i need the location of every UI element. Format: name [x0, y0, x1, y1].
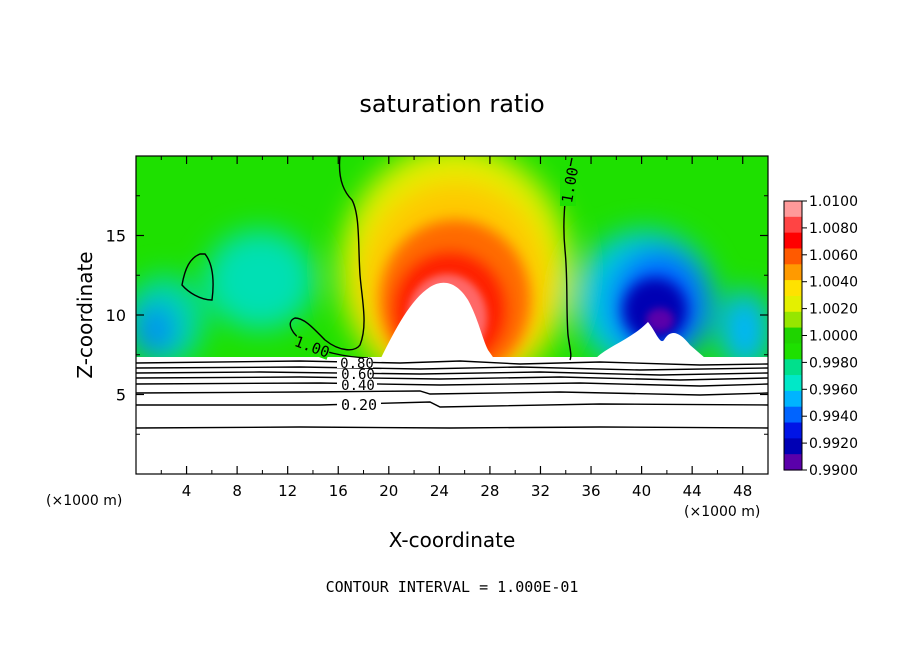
contour-labels: 1.00 1.00 0.80 0.60 0.40 0.20 — [292, 166, 582, 414]
x-tick-label: 20 — [379, 482, 398, 500]
colorbar-segment — [784, 422, 802, 439]
colorbar: 1.0100 1.0080 1.0060 1.0040 1.0020 1.0000 0.99… — [783, 194, 858, 479]
white-dome — [380, 282, 495, 360]
contour-0-30 — [136, 390, 768, 396]
colorbar-tick-label: 0.9960 — [809, 382, 858, 398]
contour-label: 0.80 — [340, 356, 374, 372]
white-right-patch — [596, 322, 705, 358]
colorbar-tick-label: 1.0020 — [809, 302, 858, 318]
colorbar-tick-label: 1.0060 — [809, 248, 858, 264]
x-tick-label: 16 — [329, 482, 348, 500]
x-tick-label: 36 — [581, 482, 600, 500]
contour-1-00-closed — [181, 253, 214, 301]
colorbar-segment — [784, 343, 802, 360]
contour-label: 0.40 — [341, 378, 375, 394]
y-axis-label: Z-coordinate — [73, 251, 97, 378]
colorbar-segment — [784, 248, 802, 265]
x-tick-label: 8 — [232, 482, 242, 500]
colorbar-segment — [784, 406, 802, 424]
x-axis-label: X-coordinate — [389, 528, 516, 552]
colorbar-segment — [784, 375, 802, 392]
contour-0-20 — [136, 401, 768, 408]
contour-label: 1.00 — [558, 166, 582, 205]
x-tick-label: 24 — [430, 482, 449, 500]
colorbar-tick-label: 1.0040 — [809, 275, 858, 291]
x-axis: 4 8 12 16 20 24 28 32 36 40 44 48 — [160, 156, 752, 500]
colorbar-tick-label: 1.0100 — [809, 194, 858, 210]
x-unit-right: (×1000 m) — [684, 504, 760, 520]
contour-0-80 — [136, 360, 768, 366]
colorbar-tick-label: 0.9980 — [809, 355, 858, 371]
colorbar-tick-label: 0.9920 — [809, 436, 858, 452]
colorbar-segment — [784, 201, 802, 218]
colorbar-segment — [784, 359, 802, 376]
x-tick-label: 4 — [182, 482, 192, 500]
x-tick-label: 40 — [632, 482, 651, 500]
colorbar-segment — [784, 327, 802, 345]
contour-label: 0.20 — [341, 396, 377, 414]
y-tick-label: 5 — [116, 386, 126, 405]
colorbar-segment — [784, 311, 802, 329]
x-tick-label: 12 — [278, 482, 297, 500]
colorbar-tick-label: 0.9900 — [809, 463, 858, 479]
colorbar-segment — [784, 232, 802, 250]
x-unit-left: (×1000 m) — [46, 493, 122, 509]
y-tick-label: 10 — [106, 306, 126, 325]
colorbar-segment — [784, 390, 802, 408]
colorbar-segment — [784, 295, 802, 313]
colorbar-tick-label: 1.0000 — [809, 329, 858, 345]
colorbar-segment — [784, 454, 802, 471]
contour-0-10 — [136, 426, 768, 429]
contour-0-60 — [136, 371, 768, 376]
contour-lines — [136, 156, 768, 429]
colorbar-tick-label: 1.0080 — [809, 221, 858, 237]
y-axis: 5 10 15 — [106, 195, 768, 435]
colorbar-segment — [784, 280, 802, 297]
x-tick-label: 48 — [733, 482, 752, 500]
y-tick-label: 15 — [106, 227, 126, 246]
chart-title: saturation ratio — [359, 90, 544, 118]
x-tick-label: 28 — [480, 482, 499, 500]
x-tick-label: 32 — [531, 482, 550, 500]
contour-0-50 — [136, 376, 768, 381]
x-tick-label: 44 — [683, 482, 702, 500]
contour-interval-note: CONTOUR INTERVAL = 1.000E-01 — [326, 578, 579, 596]
colorbar-segment — [784, 216, 802, 234]
colorbar-segment — [784, 438, 802, 455]
colorbar-segment — [784, 264, 802, 281]
colorbar-tick-label: 0.9940 — [809, 409, 858, 425]
plot-area: 1.00 1.00 0.80 0.60 0.40 0.20 — [136, 156, 768, 474]
contour-0-70 — [136, 366, 768, 371]
contour-0-40 — [136, 382, 768, 387]
lower-white-region — [136, 357, 768, 474]
